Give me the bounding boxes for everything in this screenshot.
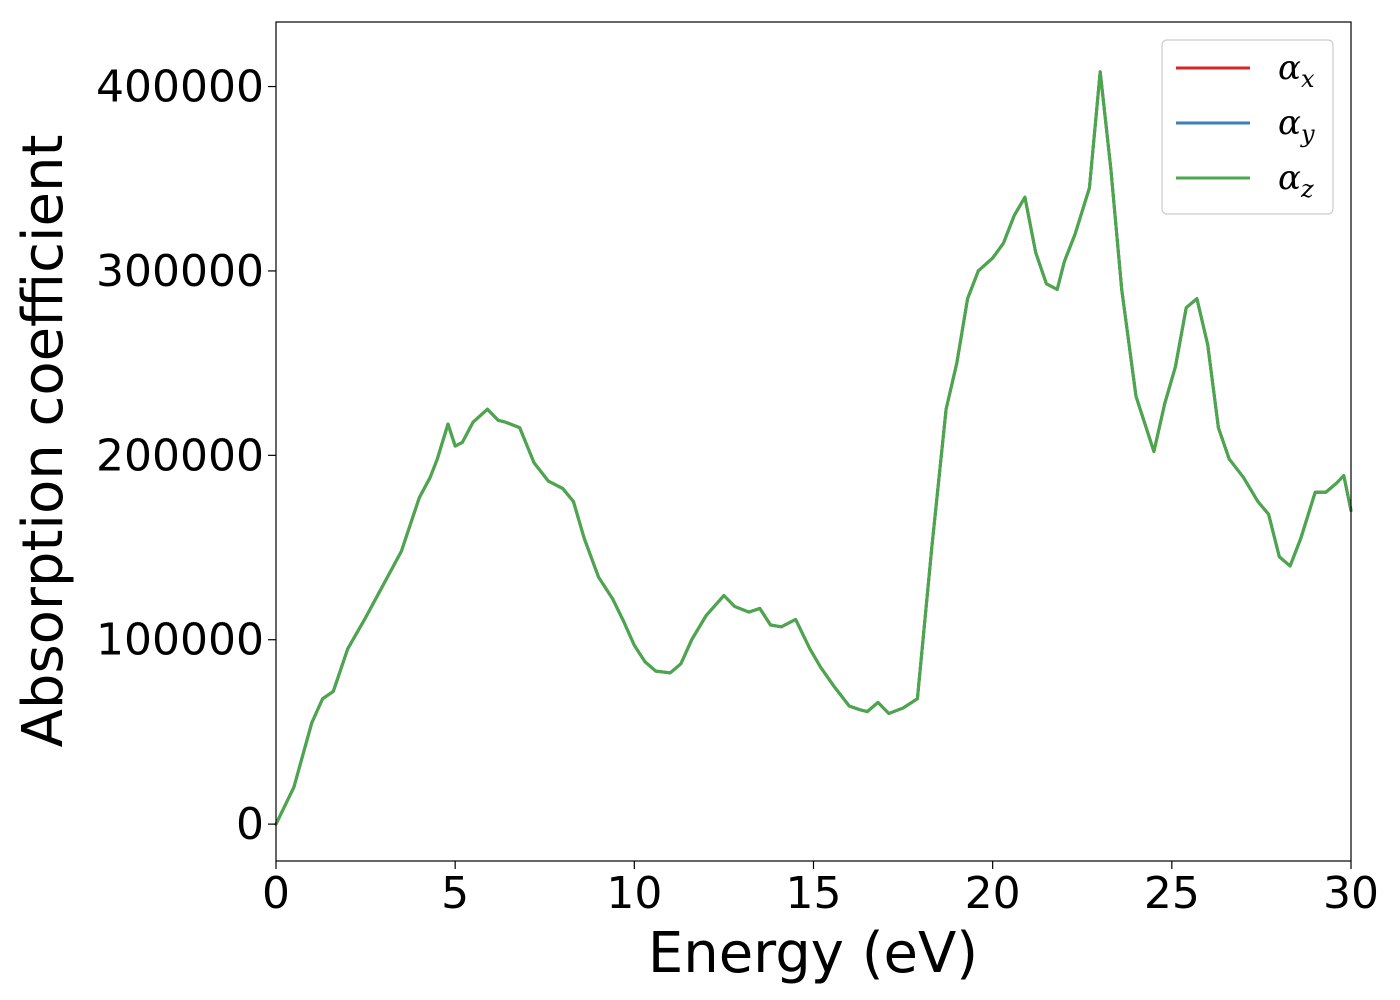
y-ticks: 0 100000 200000 300000 400000 [96,62,276,850]
legend-box [1161,39,1334,215]
x-tick-label: 25 [1144,868,1200,919]
series-line-z [274,70,1353,826]
y-tick-label: 0 [236,799,264,850]
y-tick-label: 100000 [96,615,264,666]
series-layer [274,70,1353,826]
y-axis-title: Absorption coefficient [11,135,76,748]
y-tick-label: 200000 [96,430,264,481]
legend-label-y: αy [1278,103,1315,148]
x-tick-label: 0 [262,868,290,919]
y-tick-label: 400000 [96,62,264,113]
x-ticks: 0 5 10 15 20 25 30 [262,861,1379,919]
x-tick-label: 10 [606,868,662,919]
x-tick-label: 20 [965,868,1021,919]
legend-label-x: αx [1278,48,1315,93]
x-tick-label: 5 [441,868,469,919]
x-tick-label: 15 [786,868,842,919]
x-axis-title: Energy (eV) [648,921,978,986]
x-tick-label: 30 [1323,868,1379,919]
y-tick-label: 300000 [96,246,264,297]
